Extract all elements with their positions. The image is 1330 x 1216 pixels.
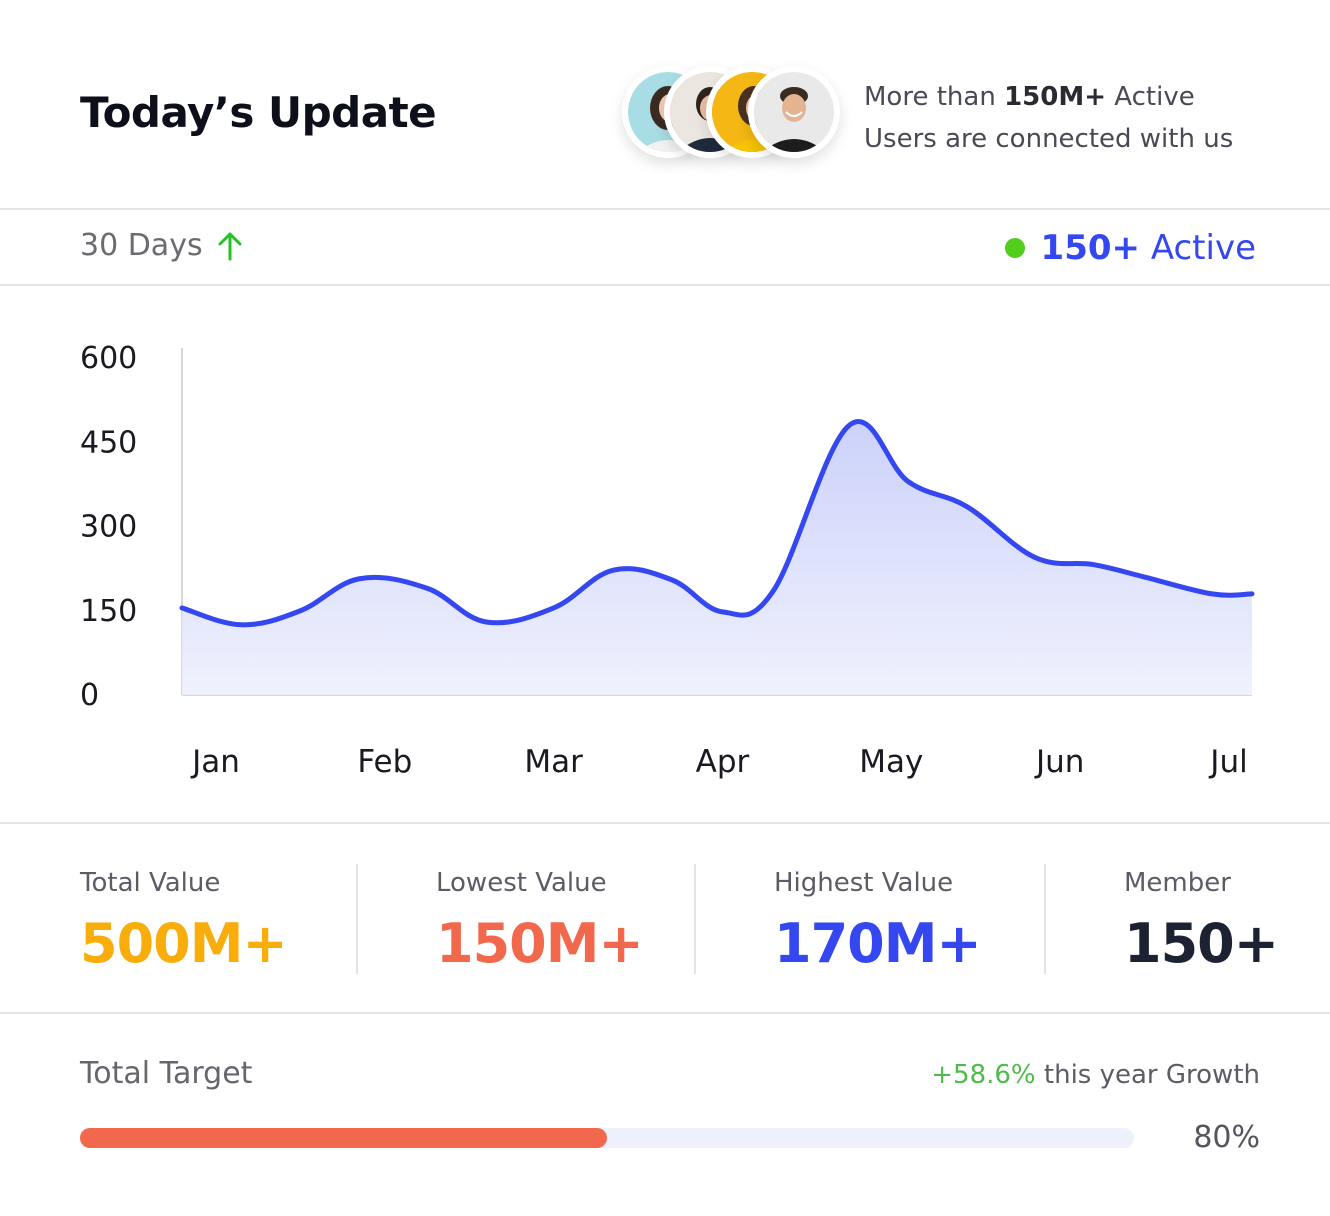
target-label: Total Target — [80, 1056, 253, 1091]
stat-total: Total Value 500M+ — [80, 868, 288, 975]
x-tick-label: Jul — [1208, 744, 1247, 780]
active-word: Active — [1150, 228, 1256, 268]
period-label: 30 Days — [80, 228, 203, 263]
stats-row: Total Value 500M+ Lowest Value 150M+ Hig… — [0, 824, 1330, 1012]
status-dot-icon — [1004, 238, 1025, 258]
growth-text: this year Growth — [1035, 1060, 1260, 1090]
area-fill — [182, 421, 1252, 695]
area-chart: 600 450 300 150 0 Jan Feb Mar Apr May Jun Jul — [80, 341, 1255, 780]
stat-lowest: Lowest Value 150M+ — [436, 868, 644, 975]
y-tick-label: 150 — [80, 594, 137, 629]
users-text-prefix: More than — [864, 82, 1005, 112]
avatar[interactable] — [748, 66, 840, 158]
x-tick-label: Jan — [190, 744, 240, 780]
stat-label: Lowest Value — [436, 868, 607, 898]
chart-area: 600 450 300 150 0 Jan Feb Mar Apr May Jun Jul — [0, 300, 1330, 810]
avatar-group[interactable] — [622, 66, 842, 166]
y-tick-label: 300 — [80, 510, 137, 545]
divider — [0, 822, 1330, 824]
page-title: Today’s Update — [80, 88, 437, 137]
stat-divider — [356, 864, 358, 974]
stat-highest: Highest Value 170M+ — [774, 868, 982, 975]
x-tick-label: Jun — [1034, 744, 1084, 780]
users-text-suffix: Active — [1106, 82, 1195, 112]
stat-value: 150+ — [1124, 912, 1279, 975]
progress-percent: 80% — [1193, 1120, 1260, 1155]
x-tick-label: Apr — [696, 744, 750, 780]
header: Today’s Update — [0, 0, 1330, 208]
stat-divider — [1044, 864, 1046, 974]
divider — [0, 1012, 1330, 1014]
arrow-up-icon — [218, 232, 242, 260]
stat-value: 170M+ — [774, 912, 982, 975]
growth-percent: +58.6% — [931, 1060, 1036, 1090]
stat-value: 500M+ — [80, 912, 288, 975]
active-indicator: 150+ Active — [1004, 228, 1256, 268]
x-tick-label: Feb — [357, 744, 412, 780]
divider — [0, 208, 1330, 210]
stat-label: Highest Value — [774, 868, 954, 898]
period-selector[interactable]: 30 Days — [80, 228, 243, 263]
active-value: 150+ — [1040, 228, 1141, 268]
y-tick-label: 450 — [80, 425, 137, 460]
active-users-note: More than 150M+ Active Users are connect… — [864, 76, 1233, 160]
divider — [0, 284, 1330, 286]
y-tick-label: 600 — [80, 341, 137, 376]
stat-member: Member 150+ — [1124, 868, 1279, 975]
stat-value: 150M+ — [436, 912, 644, 975]
x-tick-label: May — [859, 744, 923, 780]
users-highlight: 150M+ — [1004, 82, 1107, 112]
users-text-line2: Users are connected with us — [864, 124, 1234, 154]
y-tick-label: 0 — [80, 678, 99, 713]
x-tick-label: Mar — [524, 744, 583, 780]
stat-label: Total Value — [80, 868, 221, 898]
stat-divider — [694, 864, 696, 974]
stat-label: Member — [1124, 868, 1231, 898]
progress-fill — [80, 1128, 607, 1148]
growth-note: +58.6% this year Growth — [931, 1060, 1260, 1090]
series-line — [179, 419, 1255, 628]
